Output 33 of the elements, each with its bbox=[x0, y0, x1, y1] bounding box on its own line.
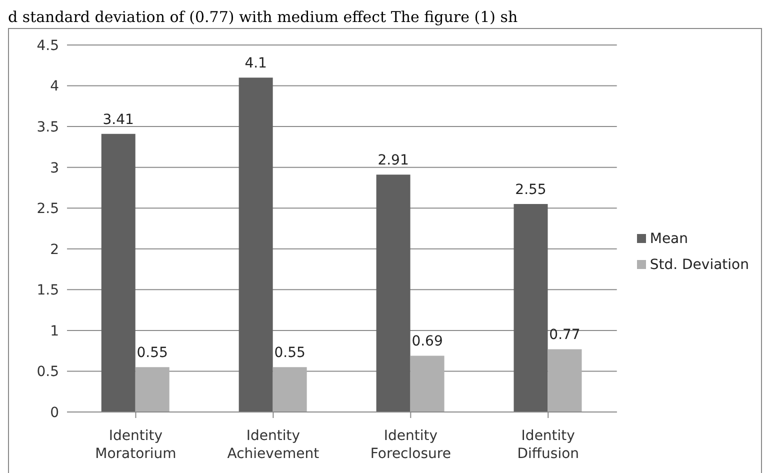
data-label: 0.77 bbox=[549, 327, 580, 344]
y-tick-label: 1 bbox=[50, 323, 59, 340]
bar bbox=[548, 349, 582, 412]
data-label: 3.41 bbox=[102, 112, 134, 128]
y-tick-label: 4 bbox=[50, 78, 60, 95]
bar bbox=[376, 174, 410, 412]
x-tick-label: Identity Achievement bbox=[227, 428, 320, 462]
y-tick-label: 2.5 bbox=[36, 201, 59, 218]
data-label: 4.1 bbox=[244, 56, 267, 72]
bar bbox=[410, 356, 444, 412]
data-label: 2.91 bbox=[378, 152, 409, 169]
bar bbox=[135, 367, 170, 412]
legend-label: Mean bbox=[650, 230, 688, 246]
y-tick-label: 0 bbox=[50, 404, 59, 421]
y-tick-label: 1.5 bbox=[36, 282, 59, 299]
data-label: 0.69 bbox=[412, 334, 443, 350]
bar bbox=[238, 78, 273, 412]
y-tick-label: 3.5 bbox=[36, 120, 59, 136]
bar bbox=[101, 134, 136, 412]
y-tick-label: 3 bbox=[50, 160, 59, 176]
y-tick-label: 4.5 bbox=[36, 38, 59, 54]
x-tick-label: Identity Foreclosure bbox=[370, 428, 451, 462]
data-label: 0.55 bbox=[274, 345, 306, 362]
text: d standard deviation of (0.77) with medium effect The figure (1) sh bbox=[8, 8, 519, 26]
x-tick-label: Identity Moratorium bbox=[95, 428, 176, 462]
legend-label: Std. Deviation bbox=[650, 256, 749, 272]
bar bbox=[514, 204, 548, 412]
x-tick-label: Identity Diffusion bbox=[517, 428, 580, 462]
data-label: 0.55 bbox=[136, 345, 168, 362]
data-label: 2.55 bbox=[515, 182, 546, 198]
bar bbox=[272, 367, 307, 412]
y-tick-label: 0.5 bbox=[36, 364, 59, 380]
y-tick-label: 2 bbox=[50, 242, 59, 258]
